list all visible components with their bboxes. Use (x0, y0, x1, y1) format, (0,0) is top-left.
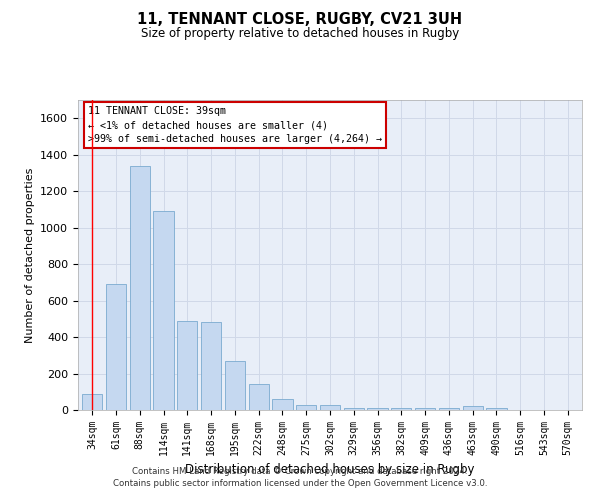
Bar (201, 322, 221, 410)
Bar (130, 166, 150, 410)
Y-axis label: Number of detached properties: Number of detached properties (25, 168, 35, 342)
Bar (391, 408, 412, 410)
Bar (296, 406, 316, 410)
Bar (463, 406, 483, 410)
Text: 11 TENNANT CLOSE: 39sqm
← <1% of detached houses are smaller (4)
>99% of semi-de: 11 TENNANT CLOSE: 39sqm ← <1% of detache… (88, 106, 382, 144)
Bar (177, 320, 197, 410)
Bar (82, 394, 103, 410)
Bar (106, 284, 126, 410)
Bar (367, 408, 388, 410)
Text: Size of property relative to detached houses in Rugby: Size of property relative to detached ho… (141, 28, 459, 40)
Bar (344, 408, 364, 410)
Bar (248, 384, 269, 410)
Bar (154, 211, 173, 410)
Text: Contains HM Land Registry data © Crown copyright and database right 2024.
Contai: Contains HM Land Registry data © Crown c… (113, 466, 487, 487)
Text: 11, TENNANT CLOSE, RUGBY, CV21 3UH: 11, TENNANT CLOSE, RUGBY, CV21 3UH (137, 12, 463, 28)
Bar (415, 408, 435, 410)
Bar (439, 408, 459, 410)
X-axis label: Distribution of detached houses by size in Rugby: Distribution of detached houses by size … (185, 464, 475, 476)
Bar (320, 406, 340, 410)
Bar (272, 399, 293, 410)
Bar (225, 361, 245, 410)
Bar (487, 408, 506, 410)
